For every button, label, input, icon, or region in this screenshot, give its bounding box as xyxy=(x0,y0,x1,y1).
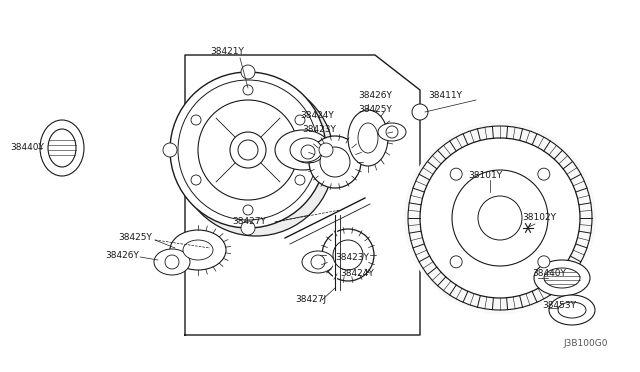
Text: 38427Y: 38427Y xyxy=(232,218,266,227)
Ellipse shape xyxy=(319,143,333,157)
Ellipse shape xyxy=(191,115,201,125)
Ellipse shape xyxy=(386,126,398,138)
Ellipse shape xyxy=(320,147,350,177)
Ellipse shape xyxy=(295,175,305,185)
Ellipse shape xyxy=(534,260,590,296)
Ellipse shape xyxy=(301,145,315,159)
Ellipse shape xyxy=(558,302,586,318)
Ellipse shape xyxy=(230,132,266,168)
Ellipse shape xyxy=(302,251,334,273)
Ellipse shape xyxy=(241,65,255,79)
Ellipse shape xyxy=(241,221,255,235)
Text: 38421Y: 38421Y xyxy=(210,48,244,57)
Ellipse shape xyxy=(198,100,298,200)
Ellipse shape xyxy=(450,168,462,180)
Text: 38426Y: 38426Y xyxy=(358,90,392,99)
Ellipse shape xyxy=(290,138,322,162)
Ellipse shape xyxy=(450,256,462,268)
Ellipse shape xyxy=(478,196,522,240)
Ellipse shape xyxy=(170,72,326,228)
Ellipse shape xyxy=(348,110,388,166)
Ellipse shape xyxy=(243,85,253,95)
Text: 38424Y: 38424Y xyxy=(300,110,333,119)
Ellipse shape xyxy=(309,136,361,188)
Ellipse shape xyxy=(404,122,596,314)
Text: 38426Y: 38426Y xyxy=(105,250,139,260)
Text: 38411Y: 38411Y xyxy=(428,92,462,100)
Ellipse shape xyxy=(378,123,406,141)
Text: J3B100G0: J3B100G0 xyxy=(563,339,608,348)
Ellipse shape xyxy=(333,240,363,270)
Text: 38101Y: 38101Y xyxy=(468,170,502,180)
Ellipse shape xyxy=(238,140,258,160)
Text: 38423Y: 38423Y xyxy=(302,125,336,135)
Ellipse shape xyxy=(358,123,378,153)
Ellipse shape xyxy=(322,229,374,281)
Ellipse shape xyxy=(544,268,580,288)
Ellipse shape xyxy=(549,295,595,325)
Ellipse shape xyxy=(420,138,580,298)
Ellipse shape xyxy=(48,129,76,167)
Text: 38425Y: 38425Y xyxy=(358,106,392,115)
Ellipse shape xyxy=(538,168,550,180)
Ellipse shape xyxy=(183,240,213,260)
Ellipse shape xyxy=(154,249,190,275)
Text: 38440Y: 38440Y xyxy=(532,269,566,279)
Ellipse shape xyxy=(243,205,253,215)
Ellipse shape xyxy=(538,256,550,268)
Text: 38425Y: 38425Y xyxy=(118,234,152,243)
Ellipse shape xyxy=(178,80,334,236)
Text: 38427J: 38427J xyxy=(295,295,326,305)
Ellipse shape xyxy=(165,255,179,269)
Ellipse shape xyxy=(170,230,226,270)
Ellipse shape xyxy=(275,130,331,170)
Ellipse shape xyxy=(40,120,84,176)
Ellipse shape xyxy=(191,175,201,185)
Ellipse shape xyxy=(452,170,548,266)
Text: 38440Y: 38440Y xyxy=(10,144,44,153)
Text: 38423Y: 38423Y xyxy=(335,253,369,263)
Ellipse shape xyxy=(292,141,324,163)
Ellipse shape xyxy=(295,115,305,125)
Text: 38102Y: 38102Y xyxy=(522,214,556,222)
Text: 38424Y: 38424Y xyxy=(340,269,374,278)
Ellipse shape xyxy=(311,255,325,269)
Ellipse shape xyxy=(412,104,428,120)
Text: 38453Y: 38453Y xyxy=(542,301,576,311)
Ellipse shape xyxy=(163,143,177,157)
